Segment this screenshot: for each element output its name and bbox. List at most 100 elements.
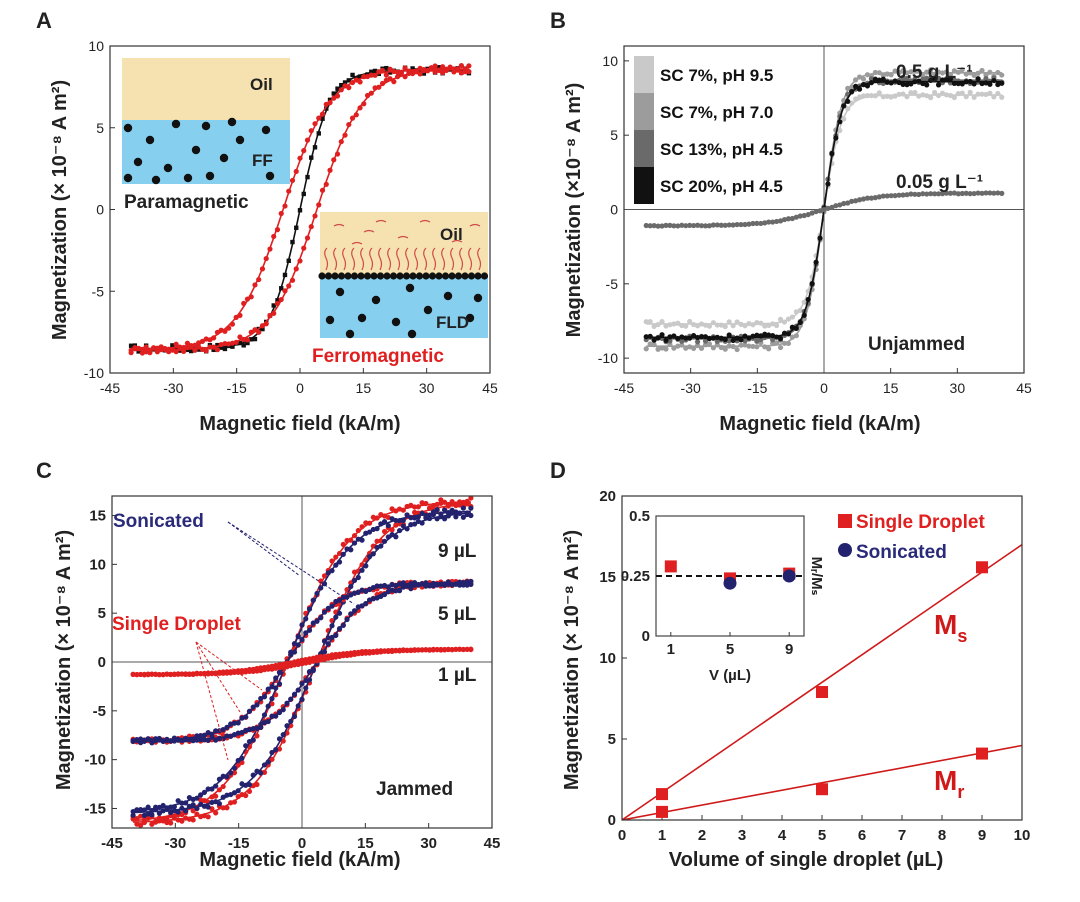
marker-1 [415,514,421,520]
particle [133,157,143,167]
marker-1 [267,313,273,319]
panel-a-ylabel: Magnetization (× 10⁻⁸ A m²) [49,80,71,340]
marker-0 [372,68,378,74]
marker-1 [239,755,245,761]
marker-4 [460,646,466,653]
marker-1 [453,514,459,520]
marker-1 [192,342,198,348]
marker-4 [833,203,839,209]
marker-4 [228,669,234,675]
marker-0 [773,322,780,329]
particle [145,135,155,145]
marker-0 [218,345,224,350]
marker-3 [829,150,835,157]
marker-0 [400,507,406,513]
marker-1 [160,802,166,809]
marker-0 [758,320,764,326]
marker-1 [267,246,273,252]
marker-1 [295,634,301,640]
marker-3 [374,583,380,589]
x-tick-label: 0 [820,380,828,396]
marker-1 [132,346,138,352]
marker-3 [702,334,709,340]
marker-4 [742,221,748,228]
label-ms-sub: s [957,626,967,646]
marker-4 [730,222,736,228]
marker-4 [809,210,815,216]
marker-2 [702,338,709,344]
x-tick-label: 3 [738,827,746,844]
particle [227,117,237,127]
marker-3 [396,588,403,594]
marker-3 [156,735,162,742]
marker-4 [817,208,823,214]
inset-top-ff: FF [252,151,273,170]
panel-b-frame [623,45,1025,374]
label-mr-main: M [934,765,957,796]
marker-0 [357,74,363,79]
inset-point-sonicated [782,569,796,583]
marker-0 [789,314,795,320]
marker-0 [754,320,760,326]
marker-0 [136,349,141,354]
x-tick-label: 10 [1014,827,1031,844]
marker-3 [687,335,693,341]
label-jammed: Jammed [376,779,453,800]
marker-0 [955,91,961,97]
marker-4 [408,647,414,653]
marker-4 [363,648,369,655]
marker-1 [754,344,760,350]
marker-4 [825,205,831,211]
panel-a-curves [128,62,472,356]
marker-0 [845,106,851,112]
marker-4 [389,647,395,653]
marker-4 [647,223,653,229]
marker-1 [404,512,410,518]
marker-3 [209,731,215,737]
marker-3 [698,334,705,340]
marker-1 [396,527,403,534]
marker-4 [892,193,898,199]
panel-b-xlabel: Magnetic field (kA/m) [719,413,920,435]
marker-1 [357,105,363,111]
marker-0 [305,174,310,180]
marker-1 [216,801,223,807]
x-tick-label: -30 [163,380,183,396]
marker-1 [327,100,333,106]
marker-2 [667,338,673,344]
legend-sonicated-label: Sonicated [856,542,947,563]
marker-0 [134,821,140,827]
marker-1 [995,69,1001,76]
marker-0 [781,319,788,325]
marker-4 [205,670,211,676]
panel-d-frame [621,495,1023,821]
marker-0 [350,72,355,78]
marker-0 [453,502,459,509]
marker-1 [333,614,339,620]
x-tick-label: 0 [298,835,306,852]
marker-1 [252,327,258,333]
marker-0 [442,499,448,505]
marker-4 [939,191,946,197]
marker-0 [698,321,705,327]
marker-1 [963,71,969,77]
marker-1 [979,67,985,74]
leader-line [227,521,301,577]
marker-3 [888,80,894,86]
y-tick-label: 5 [96,120,104,136]
marker-3 [742,333,748,339]
marker-3 [643,334,649,340]
marker-3 [793,325,799,331]
marker-4 [896,192,902,198]
inset-point-single [664,560,677,573]
marker-0 [892,93,898,99]
marker-0 [746,320,752,327]
marker-1 [269,749,275,756]
marker-0 [224,805,230,811]
marker-1 [334,151,341,157]
marker-3 [987,81,993,87]
y-tick-label: 0 [608,812,616,829]
marker-1 [368,90,374,96]
marker-4 [880,193,886,199]
marker-4 [374,648,380,654]
